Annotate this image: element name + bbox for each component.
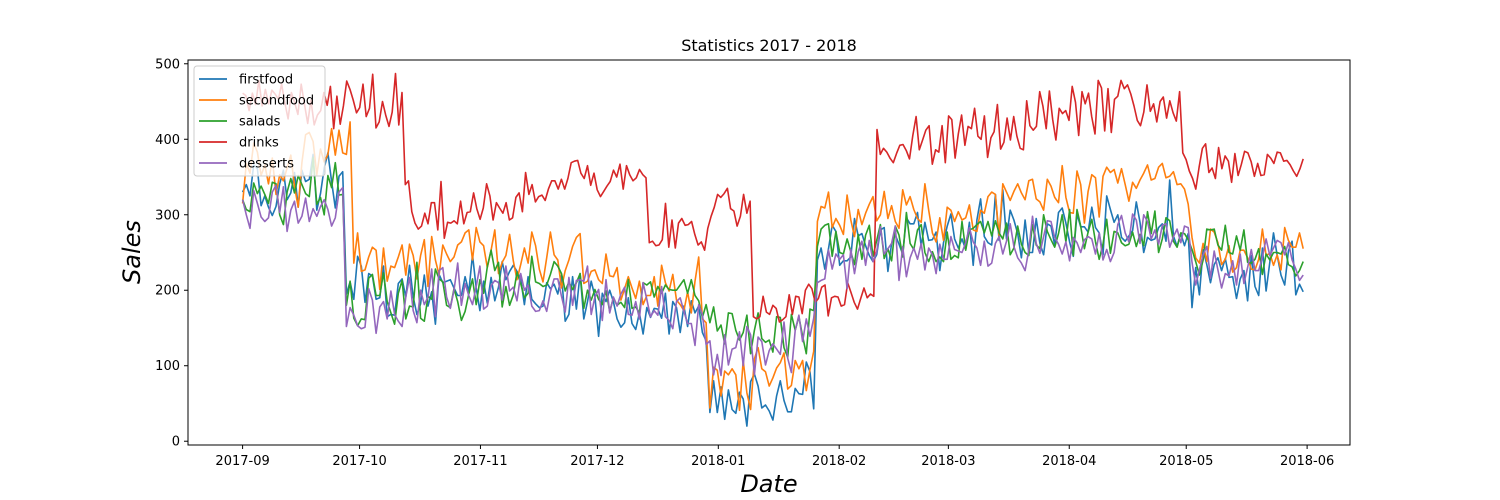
- x-tick-label: 2018-03: [921, 454, 975, 469]
- legend-label: drinks: [239, 136, 279, 151]
- y-tick-label: 400: [155, 133, 180, 148]
- series-line-secondfood: [241, 121, 1304, 412]
- chart-title: Statistics 2017 - 2018: [681, 36, 857, 55]
- legend: firstfood secondfood salads drinks desserts: [193, 65, 326, 177]
- series-line-desserts: [241, 184, 1304, 377]
- legend-label: secondfood: [239, 94, 314, 109]
- y-tick-label: 100: [155, 359, 180, 374]
- x-tick-label: 2017-09: [215, 454, 269, 469]
- y-tick-label: 0: [172, 435, 180, 450]
- x-tick-label: 2018-06: [1280, 454, 1334, 469]
- plot-lines: [241, 72, 1304, 427]
- legend-label: salads: [239, 115, 281, 130]
- series-line-drinks: [242, 72, 1304, 323]
- series-line-salads: [241, 156, 1304, 359]
- x-axis-label: Date: [740, 470, 797, 498]
- plot-frame: [187, 59, 1351, 446]
- x-axis-ticks: 2017-09 2017-10 2017-11 2017-12 2018-01 2018-…: [215, 445, 1334, 469]
- x-tick-label: 2017-10: [332, 454, 386, 469]
- y-tick-label: 300: [155, 208, 180, 223]
- y-tick-label: 200: [155, 284, 180, 299]
- series-line-firstfood: [241, 152, 1304, 427]
- legend-box: [193, 65, 326, 177]
- x-tick-label: 2018-01: [691, 454, 745, 469]
- y-axis-label: Sales: [118, 220, 146, 284]
- x-tick-label: 2017-12: [570, 454, 624, 469]
- y-axis-ticks: 0 100 200 300 400 500: [155, 57, 188, 450]
- x-tick-label: 2017-11: [453, 454, 507, 469]
- x-tick-label: 2018-02: [812, 454, 866, 469]
- x-tick-label: 2018-05: [1159, 454, 1213, 469]
- legend-label: desserts: [239, 157, 294, 172]
- legend-label: firstfood: [239, 73, 293, 88]
- y-tick-label: 500: [155, 57, 180, 72]
- x-tick-label: 2018-04: [1042, 454, 1096, 469]
